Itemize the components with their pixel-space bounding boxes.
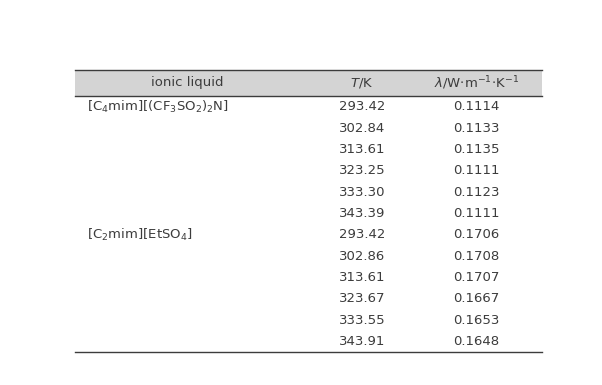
Text: 0.1111: 0.1111 (453, 164, 500, 177)
Text: 0.1648: 0.1648 (453, 335, 500, 348)
Text: 0.1707: 0.1707 (453, 271, 500, 284)
Text: 0.1708: 0.1708 (453, 249, 500, 263)
Text: 0.1653: 0.1653 (453, 314, 500, 326)
Text: 0.1135: 0.1135 (453, 143, 500, 156)
Text: 323.25: 323.25 (339, 164, 385, 177)
Text: 333.30: 333.30 (339, 186, 385, 199)
Text: $T$/K: $T$/K (350, 76, 374, 90)
Text: [C$_2$mim][EtSO$_4$]: [C$_2$mim][EtSO$_4$] (87, 227, 193, 243)
Text: 323.67: 323.67 (339, 292, 385, 305)
Text: 0.1123: 0.1123 (453, 186, 500, 199)
Text: 302.86: 302.86 (339, 249, 385, 263)
Text: 0.1706: 0.1706 (453, 228, 500, 241)
Text: $\lambda$/W$\cdot$m$^{-1}$$\cdot$K$^{-1}$: $\lambda$/W$\cdot$m$^{-1}$$\cdot$K$^{-1}… (434, 74, 519, 92)
Text: 302.84: 302.84 (339, 122, 385, 134)
Text: 343.91: 343.91 (339, 335, 385, 348)
Text: [C$_4$mim][(CF$_3$SO$_2$)$_2$N]: [C$_4$mim][(CF$_3$SO$_2$)$_2$N] (87, 99, 229, 115)
Text: ionic liquid: ionic liquid (151, 77, 223, 89)
Text: 0.1114: 0.1114 (453, 100, 500, 113)
Bar (75, 70, 542, 96)
Text: 313.61: 313.61 (339, 143, 385, 156)
Text: 293.42: 293.42 (339, 100, 385, 113)
Text: 313.61: 313.61 (339, 271, 385, 284)
Text: 0.1133: 0.1133 (453, 122, 500, 134)
Text: 343.39: 343.39 (339, 207, 385, 220)
Text: 293.42: 293.42 (339, 228, 385, 241)
Text: 0.1111: 0.1111 (453, 207, 500, 220)
Text: 0.1667: 0.1667 (453, 292, 500, 305)
Text: 333.55: 333.55 (339, 314, 385, 326)
